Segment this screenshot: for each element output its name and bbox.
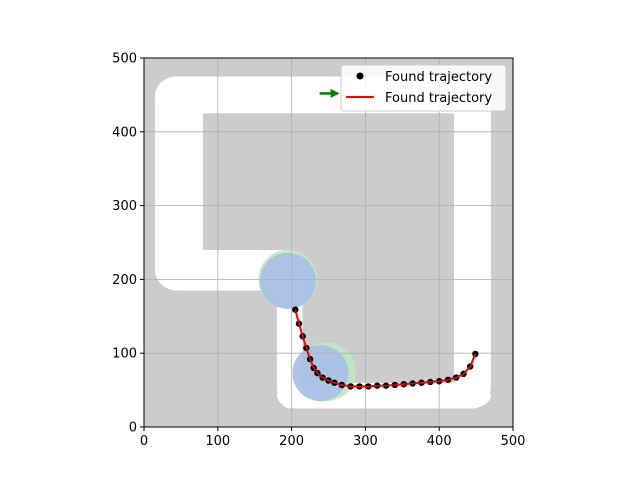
blue-region-circle [259,252,316,309]
y-tick-label: 500 [112,52,137,67]
x-tick-label: 200 [279,434,304,449]
legend-marker-points [356,72,364,80]
y-tick-label: 400 [112,125,137,140]
tick-labels: 0 100 200 300 400 500 0 100 200 300 400 500 [112,52,525,450]
legend-box [340,64,507,112]
legend-label-line: Found trajectory [385,91,492,106]
axes-frame [140,57,514,431]
free-space-corridor [155,76,204,291]
x-tick-label: 300 [353,434,378,449]
x-tick-label: 100 [205,434,230,449]
legend: Found trajectory Found trajectory [340,64,507,112]
free-space-corridor [453,76,491,409]
x-tick-label: 500 [501,434,526,449]
axes-border [143,57,514,428]
trajectory-line-overlay [294,309,477,388]
y-tick-label: 300 [112,199,137,214]
green-arrow-head [330,88,340,98]
trajectory-layer [292,306,479,390]
y-tick-label: 200 [112,273,137,288]
x-tick-label: 400 [427,434,452,449]
y-tick-label: 0 [129,421,137,436]
legend-label-points: Found trajectory [385,70,492,85]
x-tick-label: 0 [140,434,148,449]
inner-obstacle [203,113,454,250]
trajectory-point [292,306,299,313]
y-tick-label: 100 [112,347,137,362]
